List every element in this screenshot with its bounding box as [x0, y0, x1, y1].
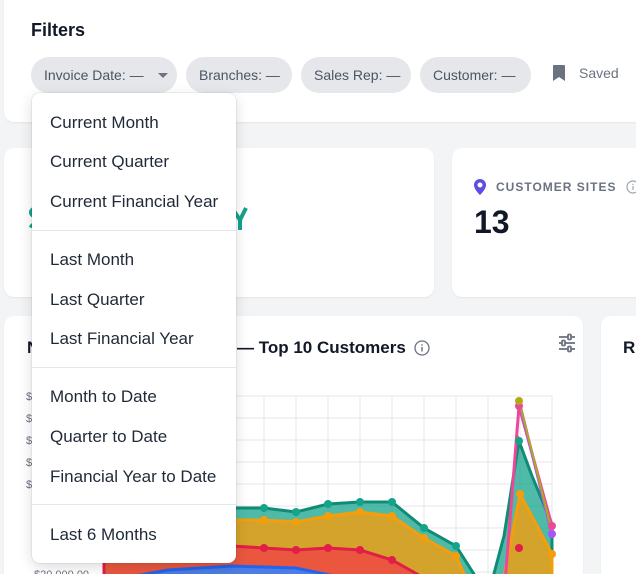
- customer-sites-value: 13: [474, 204, 510, 240]
- chart-title-suffix: — Top 10 Customers: [237, 338, 406, 357]
- y-axis-tick-fragments: $ $ $ $ $ $20,000.00: [26, 391, 89, 574]
- kpi-card-customer-sites: CUSTOMER SITES 13: [452, 148, 636, 297]
- svg-text:$: $: [26, 391, 32, 403]
- side-chart-title: Re: [623, 338, 636, 357]
- menu-item-last-6-months[interactable]: Last 6 Months: [50, 525, 157, 544]
- chart-settings-icon[interactable]: [557, 333, 577, 353]
- menu-item-last-quarter[interactable]: Last Quarter: [50, 290, 145, 309]
- invoice-date-dropdown-menu: Current Month Current Quarter Current Fi…: [32, 93, 236, 563]
- svg-text:$: $: [26, 457, 32, 469]
- sales-rep-filter-label: Sales Rep: —: [314, 67, 401, 83]
- menu-item-financial-year-to-date[interactable]: Financial Year to Date: [50, 467, 217, 486]
- svg-text:$: $: [26, 435, 32, 447]
- customer-filter-label: Customer: —: [433, 67, 516, 83]
- saved-filters-button[interactable]: Saved: [553, 65, 619, 81]
- saved-label: Saved: [579, 65, 619, 81]
- invoice-date-filter-label: Invoice Date: —: [44, 67, 144, 83]
- customer-sites-label-row: CUSTOMER SITES: [474, 179, 636, 195]
- series-area-blue: [137, 564, 333, 574]
- menu-divider: [32, 504, 236, 505]
- filters-title: Filters: [31, 20, 86, 40]
- menu-divider: [32, 230, 236, 231]
- svg-text:$: $: [26, 413, 32, 425]
- info-icon[interactable]: [626, 180, 636, 194]
- menu-item-current-financial-year[interactable]: Current Financial Year: [50, 192, 219, 211]
- series-line-olive: [518, 399, 553, 533]
- invoice-date-filter[interactable]: Invoice Date: —: [31, 57, 177, 93]
- caret-down-icon: [157, 72, 168, 78]
- menu-item-quarter-to-date[interactable]: Quarter to Date: [50, 427, 168, 446]
- customer-sites-label: CUSTOMER SITES: [496, 180, 617, 194]
- bookmark-icon: [553, 65, 565, 81]
- menu-divider: [32, 367, 236, 368]
- menu-item-last-financial-year[interactable]: Last Financial Year: [50, 329, 194, 348]
- menu-item-last-month[interactable]: Last Month: [50, 250, 135, 269]
- menu-item-current-quarter[interactable]: Current Quarter: [50, 152, 170, 171]
- customer-filter[interactable]: Customer: —: [420, 57, 531, 93]
- svg-text:$: $: [26, 479, 32, 491]
- branches-filter-label: Branches: —: [199, 67, 280, 83]
- info-icon[interactable]: [414, 340, 430, 356]
- location-pin-icon: [474, 179, 486, 195]
- branches-filter[interactable]: Branches: —: [186, 57, 292, 93]
- menu-item-current-month[interactable]: Current Month: [50, 113, 159, 132]
- svg-text:$20,000.00: $20,000.00: [34, 569, 89, 574]
- side-chart-card: Re: [601, 316, 636, 574]
- sales-rep-filter[interactable]: Sales Rep: —: [301, 57, 411, 93]
- menu-item-month-to-date[interactable]: Month to Date: [50, 387, 157, 406]
